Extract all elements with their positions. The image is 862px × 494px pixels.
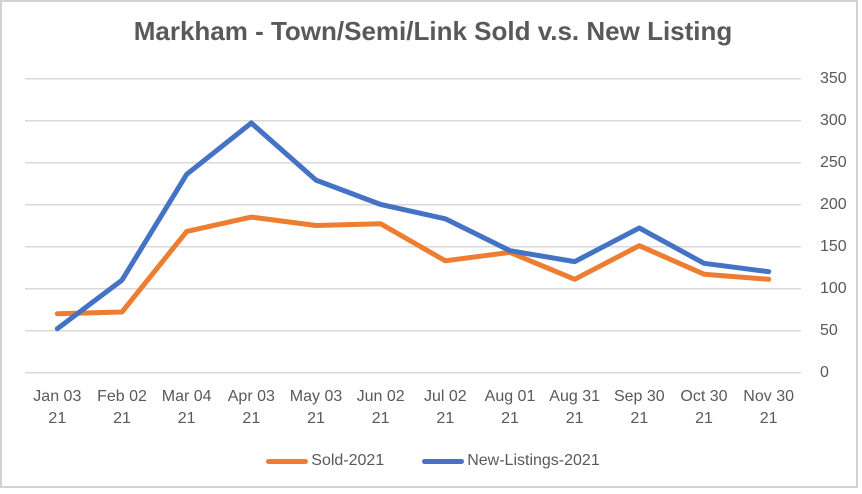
series-line-new-listings-2021 [54, 120, 772, 332]
x-tick-label-date: May 03 [289, 388, 343, 405]
y-tick-label: 300 [820, 111, 847, 129]
legend: Sold-2021 New-Listings-2021 [2, 452, 862, 470]
x-tick-label-date: Mar 04 [161, 388, 212, 405]
x-tick-label-date: Oct 30 [680, 388, 728, 405]
x-tick-label: Aug 31 21 [542, 386, 608, 430]
x-tick-label-date: Aug 31 [549, 388, 601, 405]
x-tick-label-year: 21 [630, 410, 649, 427]
x-tick-label: Oct 30 21 [671, 386, 737, 430]
x-tick-label-date: Jan 03 [33, 388, 82, 405]
x-tick-label-year: 21 [695, 410, 713, 427]
x-tick-label-year: 21 [307, 410, 325, 427]
x-tick-label-year: 21 [371, 410, 390, 427]
x-tick-label-year: 21 [501, 410, 519, 427]
y-tick-label: 0 [820, 363, 829, 381]
x-tick-label-year: 21 [436, 410, 455, 427]
y-tick-label: 350 [820, 69, 847, 87]
legend-label-sold: Sold-2021 [311, 452, 385, 469]
x-tick-label-date: Jun 02 [356, 388, 405, 405]
series-line-sold-2021 [54, 214, 772, 317]
x-tick-label: May 03 21 [283, 386, 349, 430]
x-tick-label: Apr 03 21 [218, 386, 284, 430]
y-tick-label: 100 [820, 279, 847, 297]
x-tick-label: Feb 02 21 [89, 386, 155, 430]
chart-title: Markham - Town/Semi/Link Sold v.s. New L… [133, 16, 733, 46]
y-tick-label: 200 [820, 195, 847, 213]
y-tick-label: 50 [820, 321, 838, 339]
x-tick-label: Jul 02 21 [412, 386, 478, 430]
x-tick-label: Jan 03 21 [24, 386, 90, 430]
x-tick-label-year: 21 [759, 410, 778, 427]
x-tick-label-year: 21 [48, 410, 67, 427]
x-tick-label: Aug 01 21 [477, 386, 543, 430]
x-tick-label-year: 21 [565, 410, 584, 427]
x-tick-label-date: Nov 30 [743, 388, 794, 405]
x-tick-label: Sep 30 21 [606, 386, 672, 430]
y-tick-label: 150 [820, 237, 847, 255]
sold-line-swatch [266, 458, 309, 464]
x-tick-label-date: Feb 02 [97, 388, 147, 405]
x-tick-label-year: 21 [242, 410, 261, 427]
x-tick-label: Jun 02 21 [348, 386, 414, 430]
x-tick-label-date: Apr 03 [227, 388, 275, 405]
x-tick-label-date: Jul 02 [423, 388, 467, 405]
x-tick-label-date: Sep 30 [613, 388, 665, 405]
x-tick-label: Nov 30 21 [736, 386, 802, 430]
x-tick-label-year: 21 [113, 410, 131, 427]
x-tick-label-year: 21 [177, 410, 196, 427]
x-tick-label: Mar 04 21 [154, 386, 220, 430]
x-tick-label-date: Aug 01 [484, 388, 536, 405]
legend-label-new-listings: New-Listings-2021 [467, 452, 600, 469]
new-listings-line-swatch [422, 458, 465, 464]
y-tick-label: 250 [820, 153, 847, 171]
legend-item-new-listings: New-Listings-2021 [422, 452, 600, 470]
legend-item-sold: Sold-2021 [266, 452, 384, 470]
